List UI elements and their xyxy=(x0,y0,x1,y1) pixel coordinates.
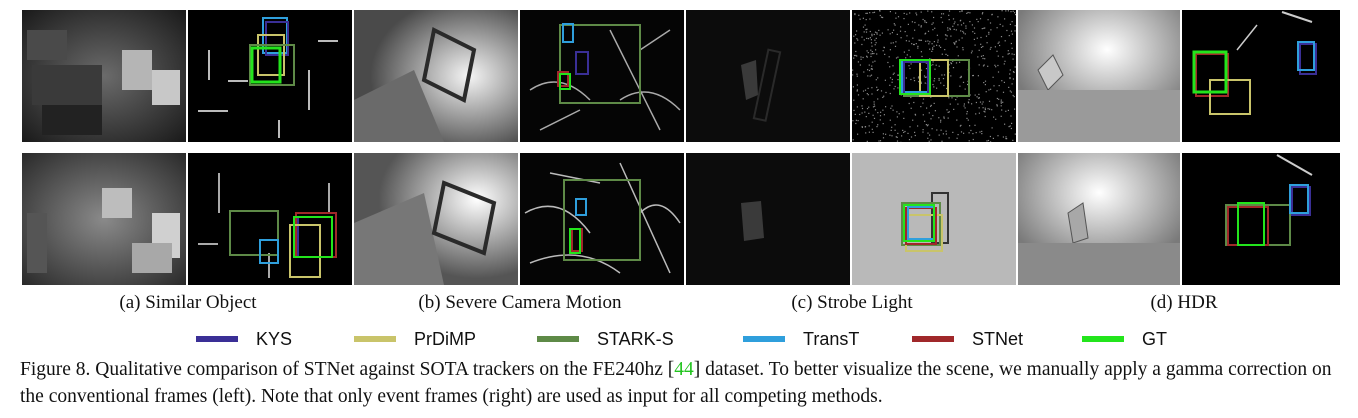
citation-link[interactable]: 44 xyxy=(674,359,694,380)
figure-caption-suffix: ] dataset. To better visualize the scene… xyxy=(20,359,1332,407)
legend-swatch xyxy=(196,336,238,342)
caption-a: (a) Similar Object xyxy=(119,292,257,313)
event-hdr-row1 xyxy=(1182,10,1340,142)
caption-c: (c) Strobe Light xyxy=(791,292,913,313)
legend-item-kys: KYS xyxy=(196,326,292,352)
legend-label: KYS xyxy=(256,328,293,349)
legend-item-stark-s: STARK-S xyxy=(537,326,674,352)
frame-camera-motion-row2 xyxy=(354,153,518,285)
legend-item-transt: TransT xyxy=(743,326,859,352)
legend-swatch xyxy=(354,336,396,342)
event-strobe-light-row1 xyxy=(852,10,1016,142)
frame-strobe-light-row1 xyxy=(686,10,850,142)
legend-label: STARK-S xyxy=(597,328,674,349)
legend-label: PrDiMP xyxy=(414,328,476,349)
event-camera-motion-row2 xyxy=(520,153,684,285)
legend-label: STNet xyxy=(972,328,1024,349)
legend-item-stnet: STNet xyxy=(912,326,1023,352)
legend-swatch xyxy=(1082,336,1124,342)
legend-item-prdimp: PrDiMP xyxy=(354,326,476,352)
frame-strobe-light-row2 xyxy=(686,153,850,285)
event-similar-object-row2 xyxy=(188,153,352,285)
frame-camera-motion-row1 xyxy=(354,10,518,142)
legend-swatch xyxy=(743,336,785,342)
frame-similar-object-row1 xyxy=(22,10,186,142)
legend: KYS PrDiMP STARK-S TransT STNet GT xyxy=(0,326,1358,352)
frame-hdr-row1 xyxy=(1018,10,1180,142)
legend-item-gt: GT xyxy=(1082,326,1167,352)
caption-b: (b) Severe Camera Motion xyxy=(418,292,622,313)
legend-label: GT xyxy=(1142,328,1167,349)
event-similar-object-row1 xyxy=(188,10,352,142)
legend-swatch xyxy=(537,336,579,342)
event-camera-motion-row1 xyxy=(520,10,684,142)
frame-similar-object-row2 xyxy=(22,153,186,285)
legend-swatch xyxy=(912,336,954,342)
figure-caption-prefix: Figure 8. Qualitative comparison of STNe… xyxy=(20,359,675,380)
figure-caption: Figure 8. Qualitative comparison of STNe… xyxy=(20,356,1345,410)
event-hdr-row2 xyxy=(1182,153,1340,285)
event-strobe-light-row2 xyxy=(852,153,1016,285)
legend-label: TransT xyxy=(803,328,860,349)
caption-d: (d) HDR xyxy=(1150,292,1218,313)
frame-hdr-row2 xyxy=(1018,153,1180,285)
